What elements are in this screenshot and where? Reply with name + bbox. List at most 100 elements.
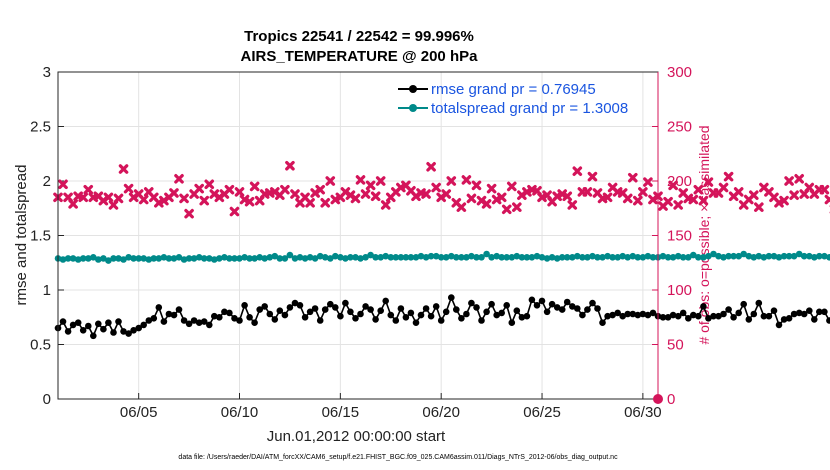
assimilated-point [446, 176, 457, 186]
rmse-point [679, 309, 687, 317]
rmse-point [806, 307, 813, 315]
rmse-point [811, 316, 818, 323]
rmse-point [604, 312, 611, 320]
assimilated-point [113, 193, 124, 204]
rmse-point [150, 315, 158, 322]
assimilated-point [723, 171, 734, 182]
rmse-point [59, 318, 67, 325]
spread-point [659, 252, 667, 260]
assimilated-point [456, 202, 467, 212]
rmse-point [432, 303, 440, 310]
assimilated-point [365, 180, 376, 191]
rmse-point [271, 316, 279, 323]
spread-point [806, 252, 813, 260]
assimilated-point [320, 198, 331, 208]
rmse-point [422, 305, 430, 312]
assimilated-point [693, 184, 704, 195]
spread-point [705, 252, 712, 260]
spread-point [206, 255, 213, 262]
spread-point [811, 253, 818, 261]
rmse-point [619, 312, 626, 320]
spread-point [710, 250, 717, 258]
spread-point [685, 253, 692, 261]
assimilated-point [224, 184, 235, 195]
rmse-point [528, 296, 536, 304]
rmse-point [95, 320, 102, 328]
rmse-point [200, 318, 208, 325]
y-right-tick-label: 250 [667, 119, 692, 136]
rmse-point [412, 319, 420, 327]
rmse-point [569, 303, 576, 310]
spread-point [679, 253, 687, 261]
spread-point [533, 252, 541, 260]
spread-point [407, 253, 415, 261]
spread-point [553, 255, 561, 262]
x-tick-label: 06/30 [624, 404, 662, 421]
spread-point [498, 253, 506, 261]
rmse-point [639, 310, 647, 318]
spread-point [427, 252, 435, 260]
rmse-point [478, 317, 485, 324]
rmse-point [826, 317, 830, 324]
assimilated-point [688, 194, 699, 205]
spread-point [649, 253, 657, 261]
zero-count-marker [653, 394, 663, 404]
assimilated-point [290, 189, 300, 199]
spread-point [442, 253, 450, 261]
rmse-point [362, 303, 369, 310]
spread-point [236, 255, 243, 262]
x-axis-ticks: 06/05 06/10 06/15 06/20 06/25 06/30 [120, 393, 662, 421]
rmse-point [563, 298, 571, 306]
spread-point [538, 253, 546, 261]
series-2 [53, 160, 830, 219]
rmse-point [745, 316, 753, 323]
spread-point [735, 252, 742, 260]
assimilated-point [633, 195, 643, 206]
assimilated-point [486, 183, 497, 194]
y-right-tick-label: 100 [667, 282, 692, 299]
spread-point [286, 251, 294, 259]
rmse-point [584, 306, 591, 313]
y-axis-label: rmse and totalspread [13, 165, 30, 306]
rmse-point [226, 309, 233, 317]
y-tick-label: 1.5 [30, 228, 51, 245]
rmse-point [725, 306, 732, 313]
assimilated-point [643, 177, 653, 187]
rmse-point [493, 311, 501, 319]
spread-point [584, 253, 591, 261]
spread-point [548, 253, 556, 261]
rmse-point [397, 305, 405, 312]
spread-point [740, 250, 747, 258]
rmse-point [634, 311, 642, 319]
rmse-point [644, 311, 652, 319]
rmse-point [483, 308, 490, 316]
spread-point [760, 253, 768, 261]
rmse-point [614, 309, 621, 317]
spread-point [589, 252, 596, 260]
rmse-point [120, 328, 127, 335]
spread-point [377, 253, 385, 261]
spread-point [579, 253, 586, 261]
rmse-point [442, 308, 450, 316]
spread-point [725, 252, 732, 260]
assimilated-point [562, 191, 573, 202]
rmse-point [740, 300, 747, 308]
assimilated-point [315, 184, 325, 195]
spread-point [100, 255, 107, 262]
rmse-point [246, 314, 253, 321]
assimilated-point [496, 192, 507, 203]
rmse-point [498, 309, 506, 317]
spread-point [609, 253, 616, 261]
spread-point [327, 255, 334, 262]
spread-point [503, 253, 511, 261]
rmse-point [140, 321, 147, 329]
rmse-point [296, 302, 304, 309]
spread-point [750, 253, 758, 261]
rmse-point [468, 299, 475, 307]
spread-point [115, 255, 122, 262]
rmse-point [236, 317, 243, 324]
assimilated-point [249, 181, 260, 192]
spread-point [669, 253, 677, 261]
spread-point [90, 253, 97, 261]
